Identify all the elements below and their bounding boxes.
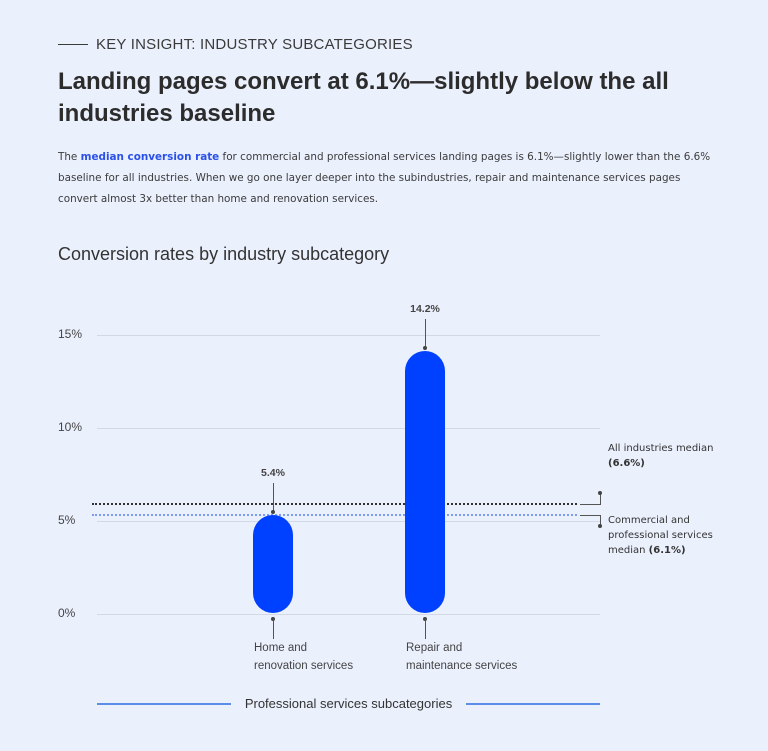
bar-1 — [253, 514, 293, 613]
footer-rule-left — [97, 702, 231, 705]
y-tick-label: 10% — [58, 420, 83, 434]
commercial-median-line — [92, 513, 577, 516]
gridline — [97, 428, 600, 429]
gridline — [97, 521, 600, 522]
y-tick-label: 5% — [58, 513, 76, 527]
value-leader-line — [273, 482, 274, 511]
all-industries-median-line — [92, 503, 577, 506]
category-label: Repair and maintenance services — [406, 639, 556, 675]
eyebrow-rule — [58, 44, 88, 45]
all-median-connector-h — [580, 504, 601, 506]
value-leader-line — [425, 318, 426, 347]
eyebrow: KEY INSIGHT: INDUSTRY SUBCATEGORIES — [58, 36, 413, 53]
headline: Landing pages convert at 6.1%—slightly b… — [58, 68, 669, 127]
x-axis-title: Professional services subcategories — [97, 696, 601, 711]
chart-title: Conversion rates by industry subcategory — [58, 244, 390, 264]
all-median-connector-v — [600, 493, 601, 506]
y-tick-label: 15% — [58, 327, 83, 341]
annotation-text: Commercial and professional services med… — [608, 515, 713, 556]
com-median-connector-h — [580, 514, 601, 516]
bar-2 — [405, 350, 445, 613]
annotation-value: (6.6%) — [608, 458, 645, 469]
all-industries-median-annotation: All industries median (6.6%) — [608, 441, 738, 471]
value-label: 14.2% — [410, 302, 440, 315]
annotation-value: (6.1%) — [648, 545, 686, 556]
category-leader-line — [273, 619, 274, 639]
category-label-line: renovation services — [254, 660, 354, 672]
body-paragraph: The median conversion rate for commercia… — [58, 147, 718, 210]
gridline — [97, 614, 600, 615]
y-tick-label: 0% — [58, 606, 76, 620]
category-label-line: maintenance services — [406, 660, 518, 672]
value-leader-dot — [271, 509, 275, 514]
category-leader-line — [425, 619, 426, 639]
footer-rule-right — [466, 702, 601, 705]
value-label: 5.4% — [261, 466, 285, 479]
gridline — [97, 335, 600, 336]
body-suffix: for commercial and professional services… — [58, 151, 711, 205]
annotation-text: All industries median — [608, 443, 714, 454]
eyebrow-text: KEY INSIGHT: INDUSTRY SUBCATEGORIES — [96, 36, 413, 53]
category-label-line: Home and — [254, 642, 308, 654]
commercial-median-annotation: Commercial and professional services med… — [608, 513, 718, 558]
body-prefix: The — [58, 151, 81, 163]
com-median-connector-v — [600, 514, 601, 526]
category-label: Home and renovation services — [254, 639, 404, 675]
category-label-line: Repair and — [406, 642, 463, 654]
median-conversion-rate-highlight: median conversion rate — [80, 151, 220, 163]
x-axis-title-text: Professional services subcategories — [244, 696, 453, 711]
all-median-connector-dot — [598, 491, 602, 496]
com-median-connector-dot — [598, 523, 602, 528]
value-leader-dot — [423, 345, 427, 350]
